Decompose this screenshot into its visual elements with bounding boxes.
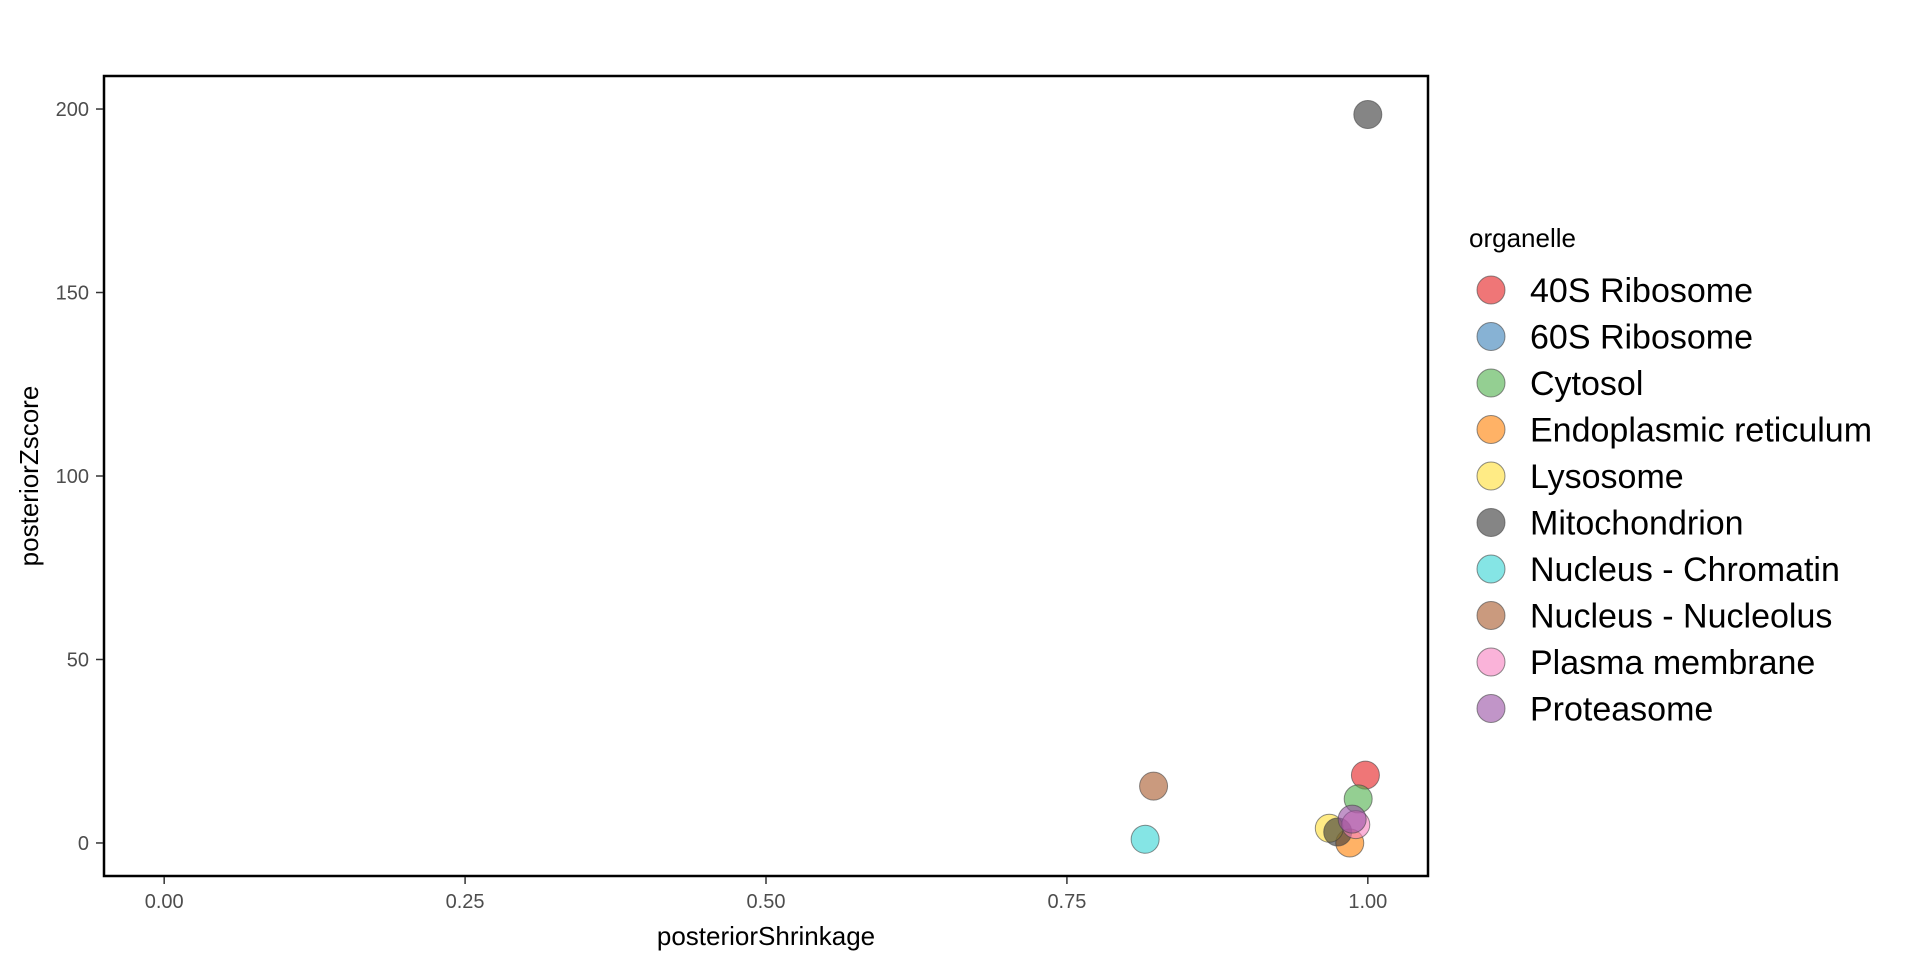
legend-label: Plasma membrane [1530,644,1815,682]
x-tick-label: 0.25 [446,891,485,913]
data-point [1130,824,1160,854]
x-axis-title: posteriorShrinkage [657,921,875,951]
legend-label: 60S Ribosome [1530,319,1753,357]
legend-item: Cytosol [1476,365,1643,403]
legend-item: 40S Ribosome [1476,272,1753,310]
legend-item: Mitochondrion [1476,505,1744,543]
legend-item: 60S Ribosome [1476,319,1753,357]
legend-label: Lysosome [1530,458,1684,496]
y-axis: 0 50 100 150 200 [56,99,103,855]
points-layer [1130,100,1383,858]
data-point [1139,771,1169,801]
y-tick-label: 100 [56,466,89,488]
x-tick-label: 0.00 [145,891,184,913]
legend-swatch [1476,694,1506,723]
y-tick-label: 50 [67,649,89,671]
data-point [1337,804,1367,834]
legend-label: Nucleus - Nucleolus [1530,598,1832,636]
legend-swatch [1476,368,1506,398]
legend-swatch [1476,415,1506,444]
x-tick-label: 0.75 [1047,891,1086,913]
legend-label: Nucleus - Chromatin [1530,551,1840,589]
legend-swatch [1476,508,1506,537]
legend-label: Endoplasmic reticulum [1530,412,1872,450]
y-axis-title: posteriorZscore [14,386,44,567]
legend-label: Proteasome [1530,691,1713,729]
legend-item: Proteasome [1476,691,1713,729]
legend-item: Lysosome [1476,458,1684,496]
panel-border [102,74,1430,878]
legend: organelle 40S Ribosome 60S Ribosome Cytoso… [1469,223,1872,729]
y-tick-label: 0 [78,833,89,855]
legend-swatch [1476,322,1506,351]
legend-swatch [1476,275,1506,305]
y-tick-label: 200 [56,99,89,121]
legend-item: Nucleus - Nucleolus [1476,598,1832,636]
data-point [1353,100,1383,130]
x-tick-label: 0.50 [747,891,786,913]
legend-title: organelle [1469,223,1576,253]
legend-item: Plasma membrane [1476,644,1815,682]
legend-swatch [1476,601,1506,630]
legend-label: Cytosol [1530,365,1643,403]
y-tick-label: 150 [56,283,89,305]
legend-item: Nucleus - Chromatin [1476,551,1840,589]
legend-label: Mitochondrion [1530,505,1744,543]
legend-swatch [1476,647,1506,677]
x-tick-label: 1.00 [1348,891,1387,913]
legend-label: 40S Ribosome [1530,272,1753,310]
legend-swatch [1476,554,1506,584]
x-axis: 0.00 0.25 0.50 0.75 1.00 [145,877,1387,913]
legend-swatch [1476,461,1506,491]
legend-item: Endoplasmic reticulum [1476,412,1872,450]
